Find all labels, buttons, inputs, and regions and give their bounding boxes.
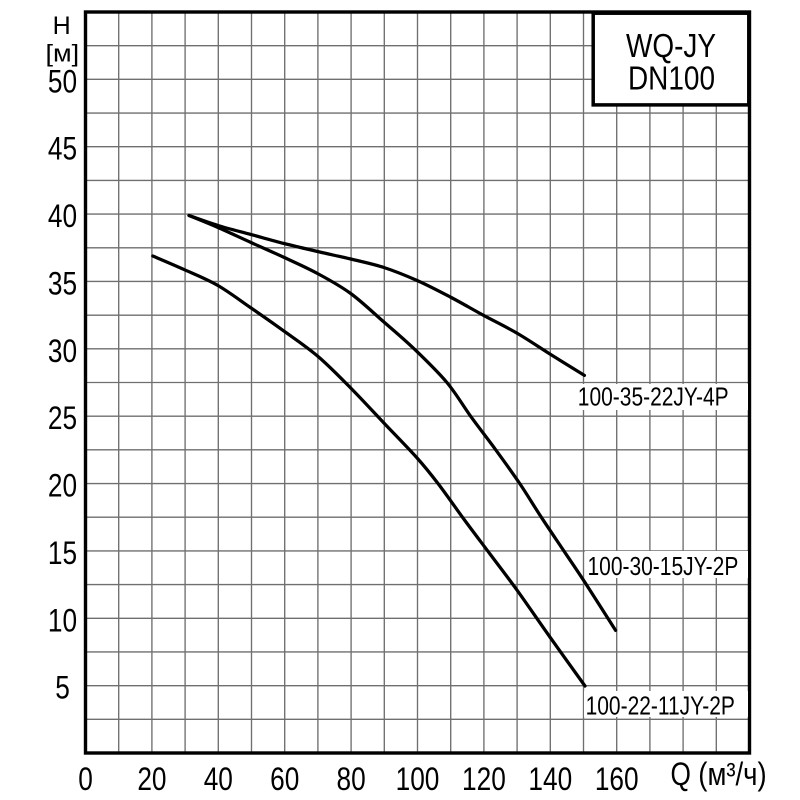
- svg-text:160: 160: [595, 763, 639, 798]
- svg-text:100: 100: [396, 763, 440, 798]
- svg-text:0: 0: [78, 763, 93, 798]
- svg-text:(м³/ч): (м³/ч): [698, 757, 766, 792]
- svg-text:35: 35: [48, 267, 77, 302]
- svg-text:100-30-15JY-2P: 100-30-15JY-2P: [588, 552, 739, 580]
- svg-text:20: 20: [137, 763, 166, 798]
- svg-text:60: 60: [270, 763, 299, 798]
- svg-text:140: 140: [528, 763, 572, 798]
- svg-text:5: 5: [55, 671, 70, 706]
- svg-text:10: 10: [48, 604, 77, 639]
- svg-text:DN100: DN100: [628, 59, 715, 97]
- svg-text:WQ-JY: WQ-JY: [626, 26, 716, 64]
- svg-text:80: 80: [337, 763, 366, 798]
- svg-text:50: 50: [48, 65, 77, 100]
- svg-text:100-22-11JY-2P: 100-22-11JY-2P: [586, 691, 735, 719]
- svg-text:Q: Q: [671, 758, 691, 793]
- svg-text:40: 40: [48, 200, 77, 235]
- svg-text:25: 25: [48, 402, 77, 437]
- svg-text:[м]: [м]: [45, 41, 79, 67]
- svg-text:45: 45: [48, 132, 77, 167]
- svg-text:100-35-22JY-4P: 100-35-22JY-4P: [578, 382, 729, 410]
- svg-text:15: 15: [48, 537, 77, 572]
- svg-text:40: 40: [204, 763, 233, 798]
- svg-text:H: H: [53, 12, 71, 40]
- svg-text:20: 20: [48, 469, 77, 504]
- svg-text:120: 120: [462, 763, 506, 798]
- svg-text:30: 30: [48, 334, 77, 369]
